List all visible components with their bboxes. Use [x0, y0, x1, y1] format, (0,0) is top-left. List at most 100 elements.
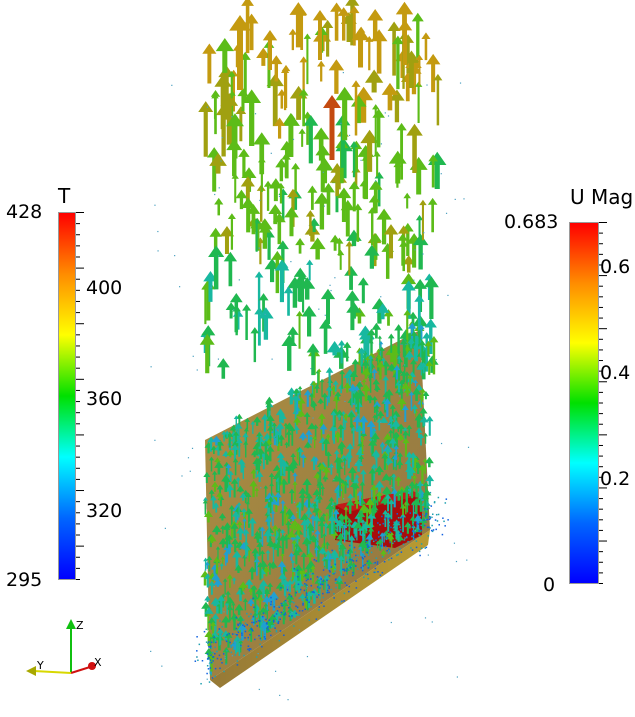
velocity-arrow: [240, 509, 249, 529]
particle-dot: [306, 585, 308, 588]
particle-dot: [247, 648, 249, 651]
velocity-arrow: [425, 474, 435, 487]
velocity-arrow: [263, 180, 273, 211]
velocity-arrow: [347, 535, 356, 554]
particle-dot: [324, 314, 326, 316]
velocity-arrow: [330, 525, 338, 535]
particle-dot: [210, 661, 213, 664]
particle-dot: [274, 598, 276, 601]
particle-dot: [213, 586, 215, 588]
velocity-arrow: [210, 445, 217, 454]
velocity-arrow: [257, 156, 266, 192]
particle-dot: [383, 518, 386, 521]
particle-dot: [376, 563, 379, 565]
velocity-arrow: [316, 368, 322, 385]
particle-dot: [342, 71, 344, 74]
velocity-arrow: [335, 519, 345, 533]
particle-dot: [264, 638, 267, 640]
velocity-arrow: [421, 493, 430, 512]
velocity-max-label: 0.683: [504, 211, 559, 233]
velocity-arrow: [361, 521, 371, 532]
velocity-arrow: [285, 513, 290, 528]
velocity-arrow: [259, 550, 266, 563]
particle-dot: [278, 605, 280, 608]
velocity-arrow: [298, 88, 309, 127]
particle-dot: [264, 313, 266, 315]
particle-dot: [399, 548, 401, 550]
velocity-arrow: [403, 501, 409, 515]
velocity-arrow: [424, 340, 433, 356]
velocity-arrow: [323, 574, 331, 594]
particle-dot: [282, 602, 285, 604]
particle-dot: [406, 535, 408, 538]
velocity-arrow: [334, 488, 341, 505]
velocity-arrow: [379, 532, 385, 549]
velocity-arrow: [246, 204, 261, 235]
z-axis-arrow: [66, 619, 76, 629]
particle-dot: [154, 204, 156, 206]
velocity-colorbar-title: U Mag: [570, 185, 634, 209]
particle-dot: [380, 421, 382, 423]
particle-dot: [444, 502, 447, 504]
particle-dot: [364, 564, 366, 566]
particle-dot: [389, 531, 392, 533]
particle-dot: [334, 277, 336, 279]
velocity-arrow: [396, 460, 404, 469]
particle-dot: [318, 581, 320, 583]
particle-dot: [365, 540, 368, 543]
particle-dot: [242, 624, 244, 626]
velocity-arrow: [318, 413, 326, 430]
velocity-arrow: [227, 605, 233, 622]
particle-dot: [420, 547, 423, 550]
velocity-arrow: [352, 415, 362, 432]
particle-dot: [250, 628, 252, 630]
velocity-arrow: [234, 422, 243, 439]
velocity-arrow: [291, 539, 297, 552]
particle-dot: [379, 574, 382, 577]
velocity-arrow: [393, 450, 399, 471]
particle-dot: [330, 566, 333, 568]
particle-dot: [343, 568, 345, 571]
particle-dot: [357, 568, 359, 570]
velocity-arrow: [281, 334, 298, 371]
velocity-arrow: [231, 538, 240, 553]
particle-dot: [334, 563, 337, 566]
velocity-arrow: [274, 491, 282, 506]
particle-dot: [357, 554, 360, 557]
velocity-arrow: [231, 577, 237, 585]
velocity-arrow: [271, 250, 284, 294]
velocity-arrow: [236, 502, 242, 518]
velocity-arrow: [371, 368, 378, 380]
velocity-arrow: [314, 192, 330, 230]
velocity-arrow: [325, 385, 333, 403]
velocity-arrow: [252, 612, 258, 624]
particle-dot: [345, 561, 348, 563]
velocity-arrow: [315, 369, 321, 387]
velocity-arrow: [360, 469, 367, 485]
particle-dot: [220, 633, 223, 635]
velocity-arrow: [314, 546, 319, 557]
particle-dot: [419, 554, 421, 557]
velocity-arrow: [304, 583, 309, 601]
particle-dot: [328, 575, 331, 577]
velocity-arrow: [241, 508, 247, 517]
velocity-arrow: [308, 217, 320, 232]
particle-dot: [441, 533, 444, 536]
velocity-arrow: [312, 502, 318, 510]
particle-dot: [259, 637, 262, 640]
velocity-arrow: [209, 227, 222, 249]
velocity-arrow: [237, 623, 248, 641]
particle-dot: [280, 586, 282, 589]
velocity-arrow: [253, 557, 260, 576]
velocity-arrow: [308, 435, 314, 444]
velocity-arrow: [306, 343, 320, 376]
particle-dot: [409, 512, 412, 514]
velocity-arrow: [203, 510, 214, 523]
particle-dot: [346, 568, 348, 570]
velocity-arrow: [397, 423, 405, 434]
velocity-arrow: [412, 343, 420, 360]
particle-dot: [351, 559, 353, 561]
velocity-arrow: [223, 524, 231, 545]
